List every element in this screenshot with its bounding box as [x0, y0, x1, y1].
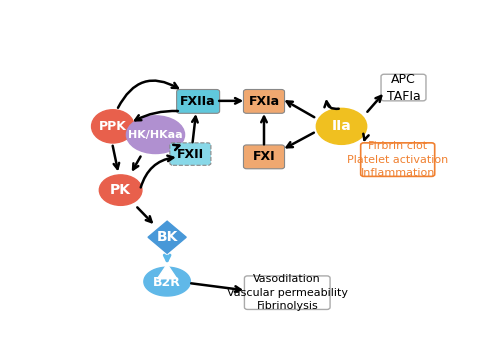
FancyBboxPatch shape — [244, 90, 284, 113]
FancyBboxPatch shape — [244, 145, 284, 169]
Text: PK: PK — [110, 183, 131, 197]
Ellipse shape — [316, 108, 366, 144]
Ellipse shape — [100, 175, 142, 205]
Text: FXIa: FXIa — [248, 95, 280, 108]
FancyBboxPatch shape — [170, 143, 211, 165]
Polygon shape — [144, 267, 190, 296]
FancyBboxPatch shape — [360, 143, 434, 176]
Ellipse shape — [126, 116, 184, 153]
Ellipse shape — [92, 110, 134, 143]
FancyBboxPatch shape — [176, 90, 220, 113]
Text: PPK: PPK — [99, 120, 127, 133]
Text: B2R: B2R — [153, 276, 181, 289]
Text: APC
TAFIa: APC TAFIa — [386, 73, 420, 103]
Text: Firbrin clot
Platelet activation
Inflammation: Firbrin clot Platelet activation Inflamm… — [347, 141, 448, 178]
Text: Vasodilation
Vascular permeability
Fibrinolysis: Vasodilation Vascular permeability Fibri… — [227, 274, 348, 311]
Text: BK: BK — [156, 230, 178, 244]
Text: FXI: FXI — [252, 150, 276, 163]
Text: HK/HKaa: HK/HKaa — [128, 130, 183, 140]
Polygon shape — [158, 266, 177, 279]
FancyBboxPatch shape — [381, 74, 426, 101]
Polygon shape — [148, 221, 186, 253]
FancyBboxPatch shape — [244, 276, 330, 310]
Text: FXIIa: FXIIa — [180, 95, 216, 108]
Text: IIa: IIa — [332, 120, 351, 133]
Text: FXII: FXII — [177, 148, 204, 161]
